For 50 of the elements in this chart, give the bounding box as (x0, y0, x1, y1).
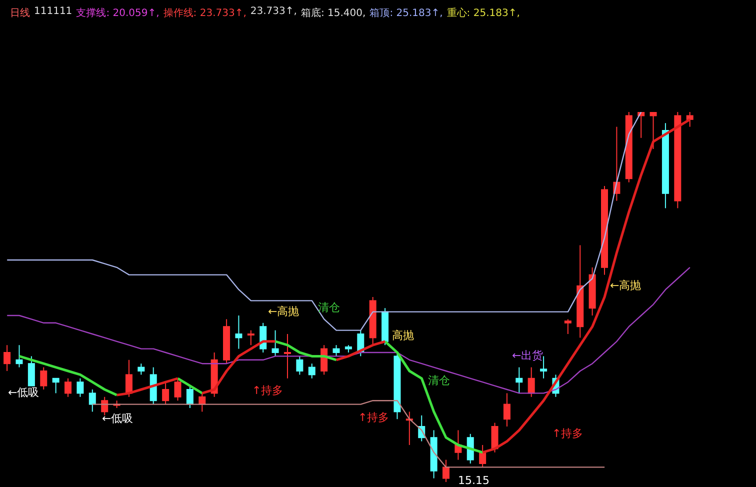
candlestick (235, 315, 242, 350)
candlestick (284, 334, 291, 379)
annotation: ←高抛 (268, 304, 300, 319)
text: 支撑线: 20.059↑, (76, 6, 160, 20)
annotation: ↑持多 (252, 383, 284, 398)
text: 111111 (34, 6, 72, 19)
candlestick (650, 112, 657, 150)
text: 23.733↑, (250, 6, 297, 19)
candlestick (491, 422, 498, 453)
text: 重心: 25.183↑, (446, 6, 520, 20)
candlestick (564, 318, 572, 334)
text: 箱底: 15.400, (300, 6, 366, 20)
candlestick (466, 433, 474, 464)
candlestick (76, 378, 84, 398)
candlestick (332, 344, 340, 357)
candlestick (125, 359, 132, 398)
annotation: 15.15 (458, 474, 490, 487)
candlestick (186, 385, 194, 408)
candlestick (64, 378, 72, 398)
candlestick (686, 112, 694, 128)
candlestick (162, 382, 170, 405)
candlestick (442, 459, 450, 482)
annotation: 清仓 (318, 300, 340, 315)
annotation: 高抛 (392, 328, 414, 343)
candlestick (174, 378, 182, 402)
candlestick (52, 378, 60, 394)
annotation: ←低吸 (102, 411, 134, 426)
annotation: 清仓 (428, 373, 450, 388)
text: 操作线: 23.733↑, (163, 6, 246, 20)
candlestick (503, 392, 510, 427)
candlestick (4, 344, 11, 372)
candlestick (16, 344, 23, 368)
annotation: ←低吸 (8, 385, 40, 400)
annotation: ↑持多 (358, 410, 390, 425)
annotation: ←高抛 (610, 278, 642, 293)
candlestick (516, 366, 523, 394)
candlestick (272, 330, 279, 357)
candlestick (528, 366, 535, 398)
candlestick (479, 444, 486, 468)
annotation: ←出货 (512, 348, 544, 363)
candlestick (28, 356, 35, 386)
candlestick (247, 330, 254, 346)
annotation: ↑持多 (552, 426, 584, 441)
candlestick (138, 363, 145, 376)
candlestick (88, 389, 96, 412)
candlestick (40, 366, 48, 390)
candlestick (308, 363, 316, 379)
candlestick (296, 356, 304, 376)
text: 箱顶: 25.183↑, (370, 7, 443, 20)
chart-title: 日线 (10, 6, 30, 20)
